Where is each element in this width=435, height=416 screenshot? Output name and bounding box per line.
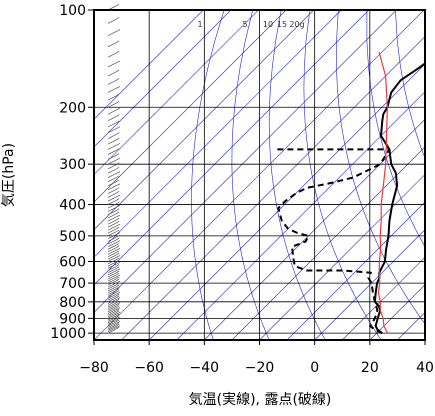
x-tick-label: −40 [190,360,220,376]
x-tick-label: 40 [416,360,434,376]
mixing-ratio-label: 5 [242,20,247,29]
x-axis-ticks: −80 −60 −40 −20 0 20 40 [79,340,434,376]
x-tick-label: −80 [79,360,109,376]
y-tick-label: 700 [59,276,86,292]
y-tick-label: 500 [59,229,86,245]
x-tick-label: −20 [245,360,275,376]
mixing-ratio-label: 20g [289,20,304,29]
y-tick-label: 600 [59,254,86,270]
y-tick-label: 200 [59,100,86,116]
y-tick-label: 900 [59,311,86,327]
x-tick-label: −60 [134,360,164,376]
mixing-ratio-label: 1 [197,20,202,29]
y-tick-label: 1000 [50,326,86,342]
wind-barb-flag [116,4,119,6]
isotherm-line [425,10,435,340]
y-tick-label: 400 [59,198,86,214]
y-tick-label: 800 [59,295,86,311]
x-tick-label: 0 [310,360,319,376]
x-tick-label: 20 [361,360,379,376]
y-tick-label: 300 [59,157,86,173]
mixing-ratio-label: 10 [263,20,273,29]
y-axis-label: 気圧(hPa) [1,143,17,207]
y-tick-label: 100 [59,3,86,19]
mixing-ratio-label: 15 [277,20,287,29]
x-axis-label: 気温(実線), 露点(破線) [189,392,332,408]
